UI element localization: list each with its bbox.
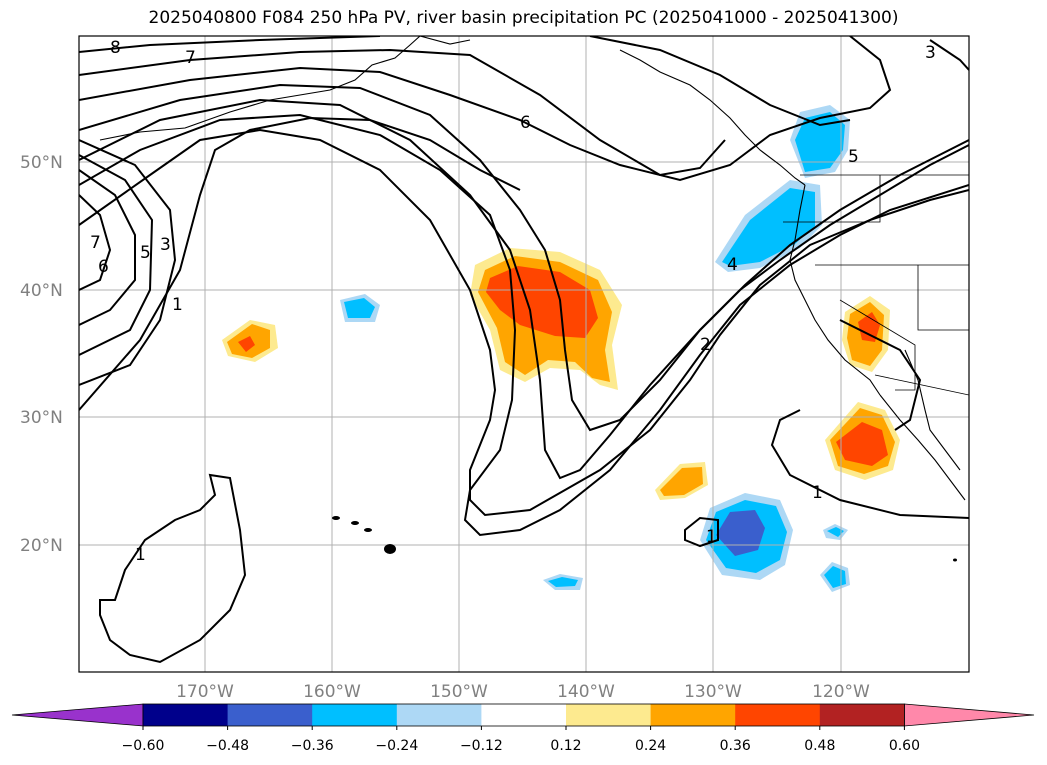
map-title: 2025040800 F084 250 hPa PV, river basin … — [148, 8, 899, 28]
contour-label: 1 — [706, 527, 717, 547]
pv-contour-7 — [79, 48, 726, 177]
contour-label: 7 — [185, 48, 196, 68]
pv-contour-west — [79, 194, 112, 291]
hawaii-island — [384, 544, 396, 554]
pv-contour-7-high — [589, 36, 851, 127]
colorbar-tick-label: 0.24 — [635, 738, 666, 754]
colorbar: −0.60 −0.48 −0.36 −0.24 −0.12 0.12 0.24 0.36 0.4… — [11, 703, 1035, 754]
hawaii-island — [364, 528, 372, 532]
lon-label: 160°W — [303, 682, 361, 702]
baja-coast — [879, 394, 966, 501]
map-area: 8 7 6 5 3 1 6 7 5 3 4 2 1 1 1 — [79, 36, 969, 672]
islands — [332, 516, 957, 562]
map-frame — [78, 35, 970, 673]
precip-negative-area — [344, 298, 375, 318]
contour-label: 1 — [812, 483, 823, 503]
colorbar-tick-label: −0.60 — [122, 738, 165, 754]
colorbar-tick-label: 0.48 — [804, 738, 835, 754]
pv-contour-1-loop — [684, 516, 719, 548]
precip-negative-area — [722, 188, 815, 266]
contour-label: 1 — [135, 545, 146, 565]
precip-positive-area — [238, 336, 255, 352]
precip-positive-area — [836, 422, 888, 466]
contour-label: 6 — [520, 113, 531, 133]
contour-labels: 8 7 6 5 3 1 6 7 5 3 4 2 1 1 1 — [90, 38, 936, 565]
pv-contour-8 — [79, 36, 381, 53]
lon-label: 170°W — [176, 682, 234, 702]
island — [953, 558, 957, 562]
lat-label: 50°N — [20, 153, 63, 173]
colorbar-tick-label: −0.36 — [291, 738, 334, 754]
lat-label: 20°N — [20, 536, 63, 556]
precip-negative-area — [795, 112, 845, 172]
alaska-coast — [419, 36, 471, 45]
colorbar-tick-label: −0.24 — [375, 738, 418, 754]
precip-negative-area — [827, 527, 844, 537]
colorbar-segment — [735, 704, 821, 726]
colorbar-outline — [142, 703, 905, 727]
lat-label: 30°N — [20, 408, 63, 428]
contour-label: 7 — [90, 233, 101, 253]
lat-label: 40°N — [20, 281, 63, 301]
lat-labels: 50°N 40°N 30°N 20°N — [20, 153, 63, 556]
pv-contour-west — [79, 139, 177, 386]
pv-contour-west — [79, 154, 154, 356]
colorbar-segment — [227, 704, 313, 726]
colorbar-tick-label: 0.60 — [889, 738, 920, 754]
hawaii-island — [351, 521, 359, 525]
contour-label: 5 — [848, 147, 859, 167]
precip-shading — [222, 105, 900, 592]
pv-contours — [79, 36, 969, 664]
coastlines — [99, 36, 969, 501]
lon-labels: 170°W 160°W 150°W 140°W 130°W 120°W — [176, 682, 870, 702]
pv-contour-high-east — [929, 39, 969, 71]
state-border — [839, 299, 916, 391]
state-border — [917, 265, 969, 331]
colorbar-segment — [312, 704, 398, 726]
state-border — [783, 175, 881, 223]
colorbar-extend-high — [904, 703, 1035, 727]
precip-negative-area — [548, 577, 578, 587]
contour-label: 3 — [925, 43, 936, 63]
canada-coast — [619, 49, 806, 186]
contour-label: 3 — [160, 235, 171, 255]
colorbar-segment — [481, 704, 567, 726]
pv-contour-6 — [79, 36, 892, 182]
colorbar-tick-label: −0.48 — [206, 738, 249, 754]
colorbar-tick-label: 0.12 — [550, 738, 581, 754]
hawaii-island — [332, 516, 340, 520]
lon-label: 130°W — [684, 682, 742, 702]
contour-label: 5 — [140, 243, 151, 263]
lon-label: 120°W — [812, 682, 870, 702]
colorbar-segment — [566, 704, 652, 726]
contour-label: 1 — [172, 295, 183, 315]
us-west-coast — [789, 184, 881, 396]
state-border — [874, 374, 969, 396]
pv-contour-1-low — [99, 473, 247, 664]
pv-contour-5 — [79, 83, 969, 432]
colorbar-extend-low — [11, 703, 144, 727]
colorbar-tick-label: 0.36 — [720, 738, 751, 754]
contour-label: 2 — [700, 335, 711, 355]
colorbar-segment — [143, 704, 229, 726]
pv-contour-ca — [839, 319, 922, 431]
colorbar-tick-label: −0.12 — [460, 738, 503, 754]
contour-label: 8 — [110, 38, 121, 58]
pv-contour-4 — [79, 98, 969, 480]
colorbar-segment — [396, 704, 482, 726]
lon-label: 140°W — [557, 682, 615, 702]
precip-positive-area — [858, 312, 880, 342]
contour-label: 6 — [98, 257, 109, 277]
alaska-coast — [99, 36, 421, 141]
colorbar-segment — [650, 704, 736, 726]
contour-label: 4 — [727, 255, 738, 275]
pv-contour-1-south — [770, 409, 969, 519]
pv-contour-2 — [79, 128, 969, 517]
lon-label: 150°W — [430, 682, 488, 702]
precip-positive-area — [660, 467, 703, 496]
pv-contour-west — [79, 169, 136, 326]
colorbar-segment — [819, 704, 905, 726]
